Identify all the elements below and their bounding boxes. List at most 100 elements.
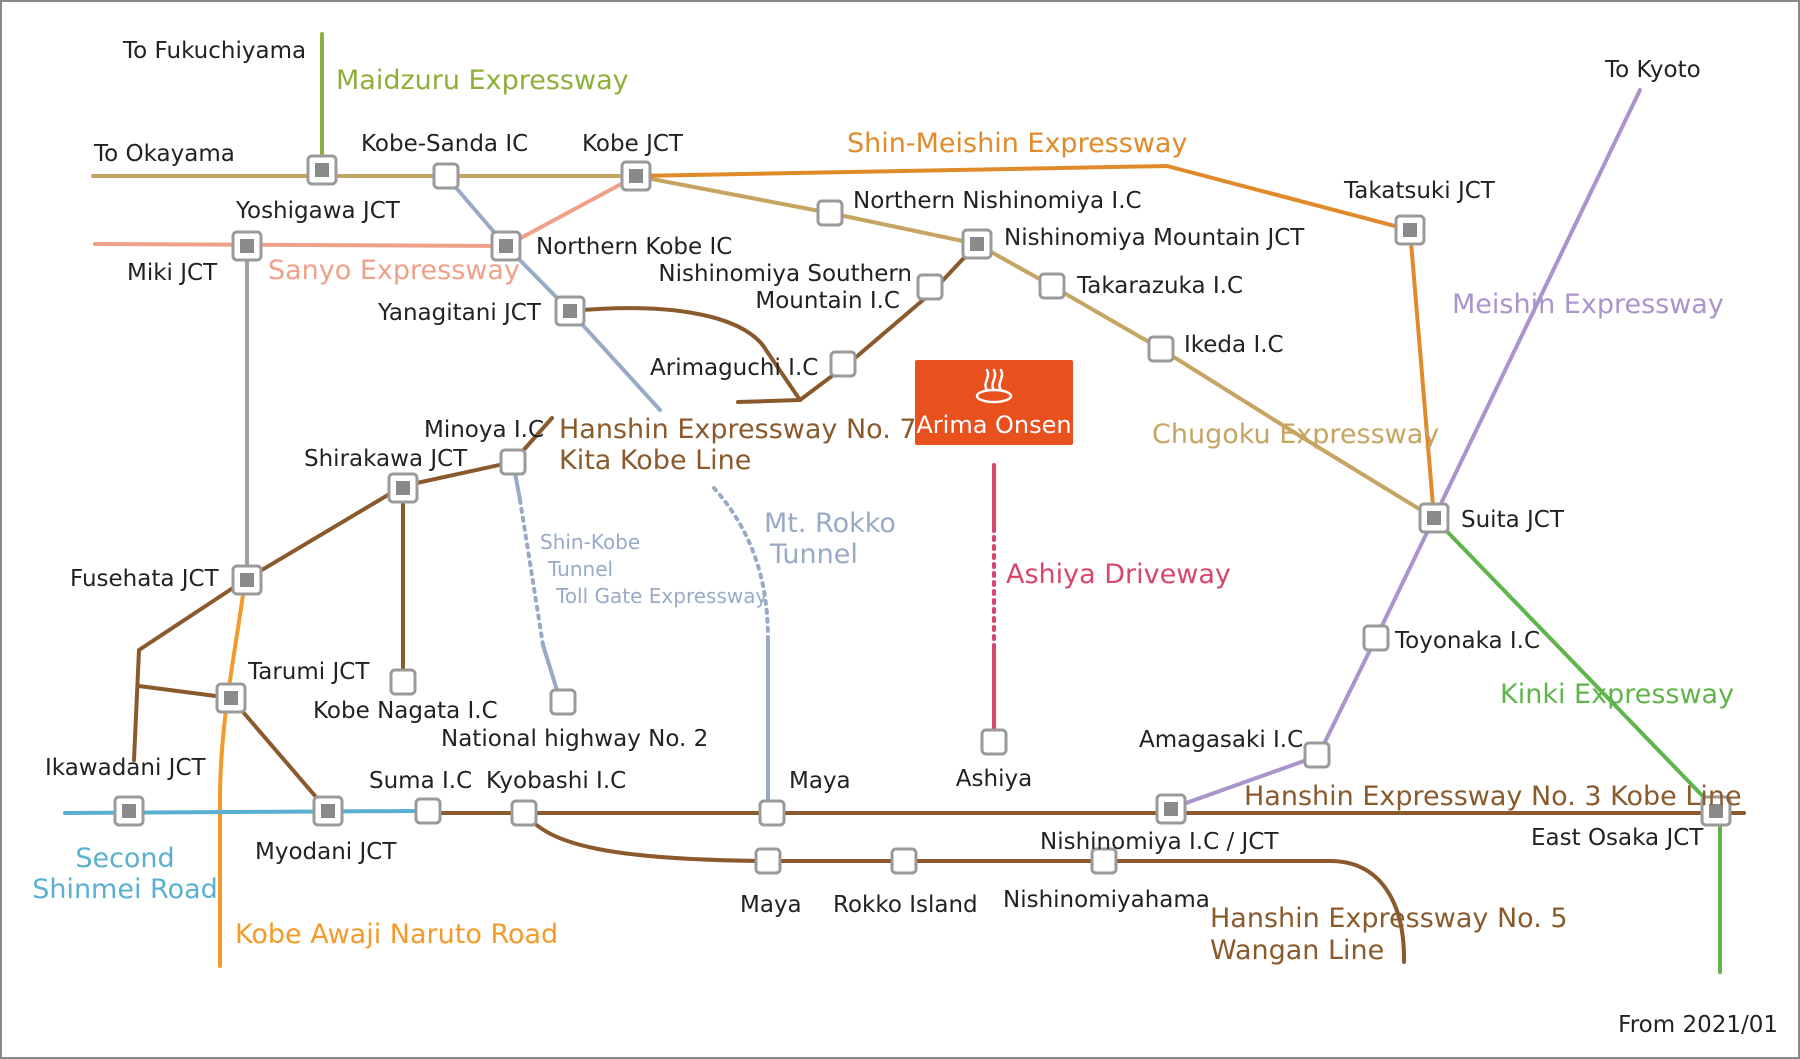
label-myodani: Myodani JCT <box>255 839 397 865</box>
label-kobe-sanda: Kobe-Sanda IC <box>361 131 528 157</box>
hanshin-branch-line-2 <box>229 696 330 813</box>
label-national-hw2: National highway No. 2 <box>441 726 708 752</box>
jct-fusehata[interactable] <box>231 564 263 596</box>
shinkobe-tunnel-dotted <box>518 498 545 647</box>
label-miki: Miki JCT <box>127 260 218 286</box>
ic-nishinomiya-jct[interactable] <box>1090 847 1118 875</box>
ic-maya-top[interactable] <box>758 799 786 827</box>
label-ashiya: Ashiya <box>956 766 1032 792</box>
arimaguchi-junction-line <box>736 398 802 404</box>
label-nishinomiya-mountain: Nishinomiya Mountain JCT <box>1004 225 1305 251</box>
label-fusehata: Fusehata JCT <box>70 566 220 592</box>
jct-northern-kobe[interactable] <box>490 230 522 262</box>
rokko-north-line <box>444 174 662 412</box>
ic-ikeda[interactable] <box>1147 335 1175 363</box>
ic-rokko-island[interactable] <box>890 847 918 875</box>
jct-ikawadani[interactable] <box>113 795 145 827</box>
label-east-osaka: East Osaka JCT <box>1531 825 1704 851</box>
label-takarazuka: Takarazuka I.C <box>1076 273 1243 299</box>
shin-meishin-expressway-line <box>634 164 1436 520</box>
footer-date: From 2021/01 <box>1618 1012 1778 1038</box>
jct-myodani[interactable] <box>312 795 344 827</box>
shinmei-label-b: Shinmei Road <box>32 874 218 905</box>
jct-nishinomiya-mountain[interactable] <box>961 228 993 260</box>
label-maya-top: Maya <box>789 768 851 794</box>
hanshin7-label-a: Hanshin Expressway No. 7 <box>559 414 917 445</box>
jct-kobe[interactable] <box>620 160 652 192</box>
label-toyonaka: Toyonaka I.C <box>1394 628 1540 654</box>
shinkobe-label-a: Shin-Kobe <box>540 530 640 554</box>
ic-takarazuka[interactable] <box>1038 272 1066 300</box>
label-minoya: Minoya I.C <box>424 417 544 443</box>
meishin-expressway-line <box>1432 88 1642 520</box>
ic-national-hw2[interactable] <box>549 688 577 716</box>
ic-minoya[interactable] <box>499 448 527 476</box>
label-amagasaki: Amagasaki I.C <box>1139 727 1303 753</box>
jct-shirakawa[interactable] <box>387 472 419 504</box>
shinkobe-label-c: Toll Gate Expressway <box>555 584 767 608</box>
label-kobe-nagata: Kobe Nagata I.C <box>313 698 498 724</box>
shin-meishin-label: Shin-Meishin Expressway <box>847 128 1187 159</box>
ashiya-driveway-label: Ashiya Driveway <box>1006 559 1231 590</box>
kobe-awaji-naruto-line <box>218 578 247 968</box>
label-ikawadani: Ikawadani JCT <box>45 755 207 781</box>
hanshin5-label-b: Wangan Line <box>1210 935 1384 966</box>
label-nishinomiya-southern-b: Mountain I.C <box>755 288 900 314</box>
jct-yoshigawa[interactable] <box>231 230 263 262</box>
jct-hanshin3[interactable] <box>1155 793 1187 825</box>
label-kobe-jct: Kobe JCT <box>582 131 684 157</box>
ic-toyonaka[interactable] <box>1362 624 1390 652</box>
rokko-tunnel-dotted <box>712 486 770 642</box>
rokko-label-a: Mt. Rokko <box>764 508 896 539</box>
jct-kobe-sanda[interactable] <box>432 162 460 190</box>
label-suita: Suita JCT <box>1461 507 1565 533</box>
dest-fukuchiyama: To Fukuchiyama <box>122 38 306 64</box>
meishin-label: Meishin Expressway <box>1452 289 1724 320</box>
ic-arimaguchi[interactable] <box>829 350 857 378</box>
shinkobe-label-b: Tunnel <box>547 557 613 581</box>
label-yoshigawa: Yoshigawa JCT <box>235 198 401 224</box>
ic-amagasaki[interactable] <box>1303 741 1331 769</box>
jct-takatsuki[interactable] <box>1394 214 1426 246</box>
label-maya-bottom: Maya <box>740 892 802 918</box>
junctions <box>113 154 1732 875</box>
ic-ashiya[interactable] <box>980 728 1008 756</box>
rokko-label-b: Tunnel <box>769 539 858 570</box>
maidzuru-label: Maidzuru Expressway <box>336 65 629 96</box>
label-yanagitani: Yanagitani JCT <box>377 300 542 326</box>
ic-maya-bottom[interactable] <box>754 847 782 875</box>
sanyo-spur-line <box>504 174 638 248</box>
ic-suma[interactable] <box>414 797 442 825</box>
arima-onsen-badge[interactable]: Arima Onsen <box>915 360 1073 445</box>
onsen-label: Arima Onsen <box>916 411 1071 439</box>
jct-tarumi[interactable] <box>215 682 247 714</box>
arimaguchi-loop-line <box>568 242 979 402</box>
jct-east-osaka[interactable] <box>1700 795 1732 827</box>
station-labels: To Fukuchiyama To Okayama To Kyoto Kobe-… <box>45 38 1778 1038</box>
kinki-label: Kinki Expressway <box>1500 679 1734 710</box>
label-ikeda: Ikeda I.C <box>1184 332 1284 358</box>
jct-suita[interactable] <box>1418 502 1450 534</box>
hanshin3-label: Hanshin Expressway No. 3 Kobe Line <box>1244 781 1742 812</box>
label-northern-kobe: Northern Kobe IC <box>536 234 732 260</box>
label-nishinomiyahama: Nishinomiyahama <box>1003 887 1210 913</box>
dest-kyoto: To Kyoto <box>1604 57 1701 83</box>
sanyo-label: Sanyo Expressway <box>268 255 520 286</box>
road-labels: Maidzuru Expressway Shin-Meishin Express… <box>32 65 1741 966</box>
jct-maidzuru[interactable] <box>306 154 338 186</box>
label-takatsuki: Takatsuki JCT <box>1343 178 1496 204</box>
label-shirakawa: Shirakawa JCT <box>304 446 468 472</box>
ic-nishinomiya-southern[interactable] <box>916 273 944 301</box>
label-arimaguchi: Arimaguchi I.C <box>650 355 818 381</box>
ic-kyobashi[interactable] <box>510 799 538 827</box>
label-nishinomiya-ic-jct: Nishinomiya I.C / JCT <box>1040 829 1279 855</box>
ic-kobe-nagata[interactable] <box>389 668 417 696</box>
jct-yanagitani[interactable] <box>554 295 586 327</box>
hanshin5-label-a: Hanshin Expressway No. 5 <box>1210 903 1568 934</box>
shinmei-label-a: Second <box>75 843 174 874</box>
awaji-label: Kobe Awaji Naruto Road <box>235 919 558 950</box>
ic-northern-nishinomiya[interactable] <box>816 199 844 227</box>
label-kyobashi: Kyobashi I.C <box>486 768 626 794</box>
